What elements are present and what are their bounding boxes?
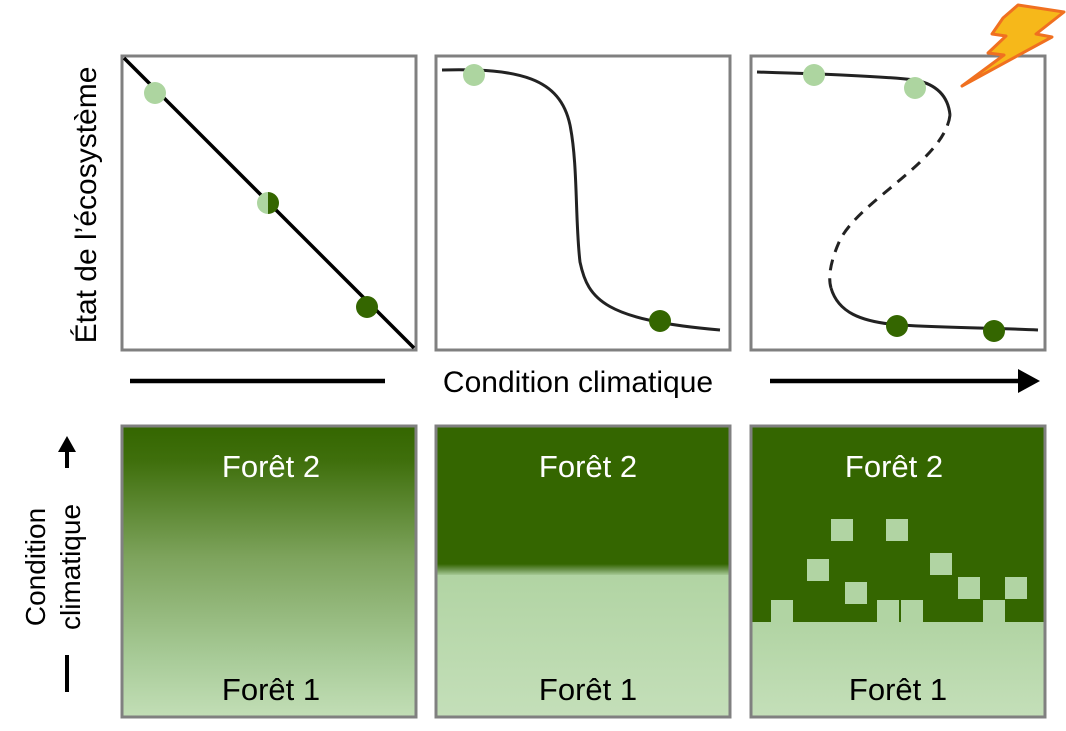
patch bbox=[877, 600, 899, 622]
patch bbox=[930, 553, 952, 575]
dark-region bbox=[436, 426, 730, 570]
light-state-dot bbox=[803, 64, 825, 86]
bottom-y-axis-label-line1: Condition bbox=[20, 508, 51, 626]
light-state-dot bbox=[144, 82, 166, 104]
x-axis-arrow: Condition climatique bbox=[130, 366, 1040, 399]
forest-2-label: Forêt 2 bbox=[845, 449, 943, 484]
mixed-state-dot bbox=[257, 192, 279, 214]
patch bbox=[958, 577, 980, 599]
upper-stable-branch bbox=[756, 70, 952, 116]
panel-frame bbox=[749, 424, 1047, 719]
bottom-y-axis-label-line2: climatique bbox=[55, 504, 86, 630]
top-y-axis-label: État de l’écosystème bbox=[70, 67, 103, 344]
bottom-panel-gradual: Forêt 2 Forêt 1 bbox=[120, 424, 418, 719]
bottom-panel-patchy: Forêt 2 Forêt 1 bbox=[749, 424, 1047, 719]
bottom-y-axis: Condition climatique bbox=[20, 436, 86, 692]
light-region bbox=[436, 575, 730, 717]
light-patches bbox=[771, 519, 1027, 622]
dark-state-dot bbox=[356, 296, 378, 318]
patch bbox=[886, 519, 908, 541]
dark-state-dot bbox=[649, 310, 671, 332]
gradient-fill bbox=[120, 424, 418, 719]
panel-frame bbox=[434, 54, 732, 352]
dark-state-dot bbox=[983, 320, 1005, 342]
panel-frame bbox=[749, 54, 1047, 352]
top-panel-linear bbox=[120, 54, 418, 352]
light-state-dot bbox=[904, 77, 926, 99]
light-region bbox=[751, 622, 1045, 717]
forest-1-label: Forêt 1 bbox=[539, 672, 637, 707]
dark-state-dot bbox=[886, 315, 908, 337]
patch bbox=[901, 600, 923, 622]
patch bbox=[771, 600, 793, 622]
panel-frame bbox=[434, 424, 732, 719]
abrupt-curve bbox=[441, 68, 721, 332]
forest-1-label: Forêt 1 bbox=[849, 672, 947, 707]
arrow-head-icon bbox=[1018, 369, 1040, 393]
forest-1-label: Forêt 1 bbox=[222, 672, 320, 707]
patch bbox=[845, 582, 867, 604]
patch bbox=[1005, 577, 1027, 599]
transition-band bbox=[436, 564, 730, 576]
x-axis-label: Condition climatique bbox=[443, 366, 713, 399]
forest-2-label: Forêt 2 bbox=[222, 449, 320, 484]
top-panel-bistable bbox=[749, 54, 1047, 352]
patch bbox=[831, 519, 853, 541]
lightning-bolt-icon bbox=[960, 3, 1066, 88]
up-arrow-head-icon bbox=[58, 436, 76, 452]
light-state-dot bbox=[463, 64, 485, 86]
forest-2-label: Forêt 2 bbox=[539, 449, 637, 484]
patch bbox=[807, 559, 829, 581]
top-panel-abrupt bbox=[434, 54, 732, 352]
bottom-panel-abrupt: Forêt 2 Forêt 1 bbox=[434, 424, 732, 719]
patch bbox=[983, 600, 1005, 622]
